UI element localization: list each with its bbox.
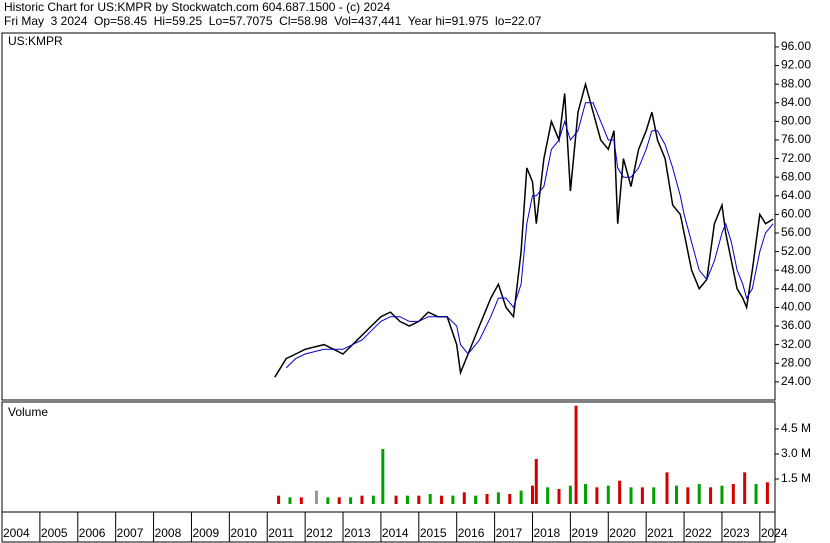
volume-bar (519, 490, 523, 504)
y-tick-label: 24.00 (781, 374, 811, 388)
volume-bar (686, 487, 690, 504)
y-tick-label: 84.00 (781, 95, 811, 109)
y-tick-label: 88.00 (781, 76, 811, 90)
volume-bar (640, 487, 644, 504)
volume-bar (474, 495, 478, 504)
y-tick-label: 40.00 (781, 300, 811, 314)
volume-bar (743, 472, 747, 504)
volume-bar (462, 492, 466, 504)
x-tick-label: 2009 (192, 526, 219, 540)
volume-bar (629, 487, 633, 504)
volume-bar (371, 495, 375, 504)
x-tick-label: 2013 (344, 526, 371, 540)
y-tick-label: 76.00 (781, 132, 811, 146)
volume-bar (674, 485, 678, 504)
volume-bar (496, 492, 500, 504)
y-tick-label: 60.00 (781, 207, 811, 221)
volume-bar (765, 482, 769, 504)
x-tick-label: 2015 (420, 526, 447, 540)
volume-bar (534, 459, 538, 504)
x-tick-label: 2024 (761, 526, 788, 540)
y-tick-label: 32.00 (781, 337, 811, 351)
volume-bar (731, 484, 735, 504)
volume-bar (574, 405, 578, 504)
x-tick-label: 2006 (79, 526, 106, 540)
price-panel (1, 32, 776, 401)
volume-bar (606, 485, 610, 504)
x-tick-label: 2021 (647, 526, 674, 540)
x-tick-label: 2007 (117, 526, 144, 540)
volume-bar (584, 484, 588, 504)
price-line (285, 102, 774, 369)
volume-bar (288, 497, 292, 504)
y-tick-label: 96.00 (781, 39, 811, 53)
volume-bar (508, 494, 512, 504)
volume-bar (697, 484, 701, 504)
volume-bar (394, 495, 398, 504)
x-tick-label: 2005 (41, 526, 68, 540)
x-tick-label: 2020 (609, 526, 636, 540)
volume-bar (337, 497, 341, 504)
y-tick-label: 28.00 (781, 355, 811, 369)
x-tick-label: 2022 (685, 526, 712, 540)
volume-bar (595, 487, 599, 504)
volume-bar (568, 485, 572, 504)
x-tick-label: 2008 (155, 526, 182, 540)
volume-bar (652, 487, 656, 504)
y-tick-label: 3.0 M (781, 446, 811, 460)
volume-bar (277, 495, 281, 504)
header-line: Historic Chart for US:KMPR by Stockwatch… (4, 0, 390, 14)
y-tick-label: 92.00 (781, 58, 811, 72)
x-tick-label: 2016 (458, 526, 485, 540)
volume-bar (417, 495, 421, 504)
x-tick-label: 2004 (3, 526, 30, 540)
volume-bar (315, 490, 319, 504)
volume-bar (709, 487, 713, 504)
volume-bar (665, 472, 669, 504)
x-tick-label: 2011 (268, 526, 294, 540)
volume-bar (720, 485, 724, 504)
y-tick-label: 56.00 (781, 225, 811, 239)
volume-bar (381, 449, 385, 504)
panel-title: Volume (8, 405, 48, 419)
volume-bar (428, 494, 432, 504)
y-tick-label: 36.00 (781, 318, 811, 332)
volume-bar (754, 484, 758, 504)
y-tick-label: 52.00 (781, 244, 811, 258)
x-tick-label: 2019 (571, 526, 598, 540)
x-tick-label: 2017 (496, 526, 523, 540)
volume-bar (440, 495, 444, 504)
y-tick-label: 4.5 M (781, 421, 811, 435)
y-tick-label: 44.00 (781, 281, 811, 295)
volume-bar (618, 480, 622, 504)
volume-bar (530, 485, 534, 504)
volume-bar (451, 495, 455, 504)
y-tick-label: 64.00 (781, 188, 811, 202)
panel-title: US:KMPR (8, 34, 63, 48)
y-tick-label: 1.5 M (781, 471, 811, 485)
x-tick-label: 2018 (533, 526, 560, 540)
x-tick-label: 2023 (723, 526, 750, 540)
volume-bar (360, 495, 364, 504)
x-tick-label: 2012 (306, 526, 333, 540)
header-line: Fri May 3 2024 Op=58.45 Hi=59.25 Lo=57.7… (4, 14, 542, 28)
volume-bar (349, 497, 353, 504)
x-tick-label: 2010 (230, 526, 257, 540)
volume-bar (299, 497, 303, 504)
y-tick-label: 80.00 (781, 114, 811, 128)
volume-bar (405, 495, 409, 504)
volume-bar (557, 489, 561, 504)
volume-bar (485, 494, 489, 504)
y-tick-label: 72.00 (781, 151, 811, 165)
y-tick-label: 48.00 (781, 262, 811, 276)
y-tick-label: 68.00 (781, 169, 811, 183)
price-line (274, 81, 774, 378)
x-tick-label: 2014 (382, 526, 409, 540)
volume-bar (546, 487, 550, 504)
volume-bar (326, 497, 330, 504)
